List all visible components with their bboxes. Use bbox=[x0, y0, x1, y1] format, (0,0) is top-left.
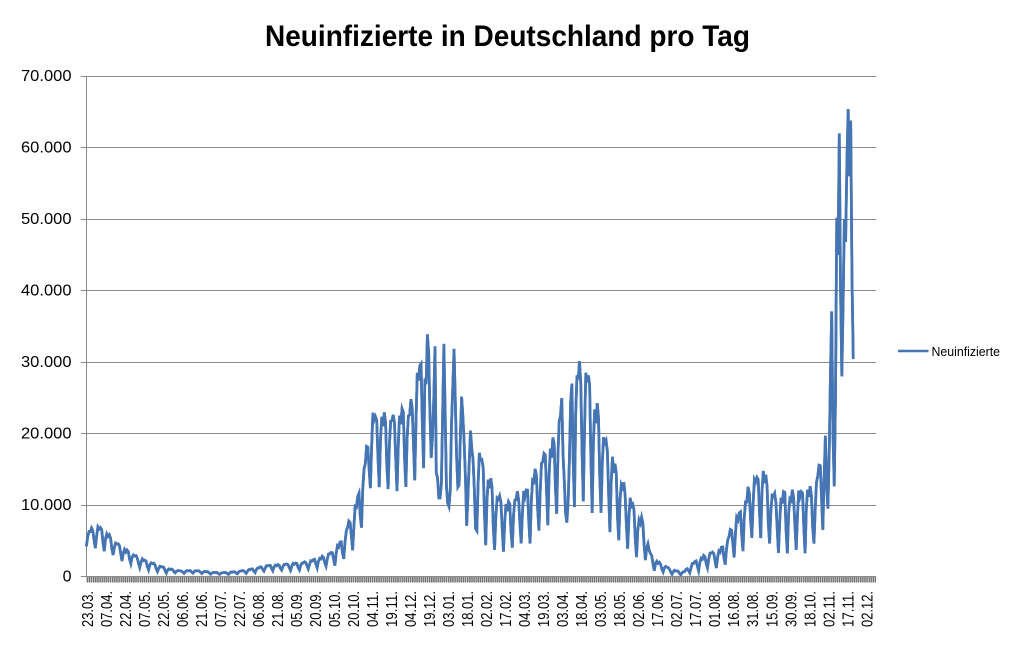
svg-text:02.02.: 02.02. bbox=[479, 591, 496, 627]
svg-text:04.12.: 04.12. bbox=[403, 591, 420, 627]
svg-text:20.000: 20.000 bbox=[21, 426, 72, 443]
svg-text:04.03.: 04.03. bbox=[517, 591, 534, 627]
svg-text:17.07.: 17.07. bbox=[688, 591, 705, 627]
svg-text:05.10.: 05.10. bbox=[327, 591, 344, 627]
svg-text:Neuinfizierte: Neuinfizierte bbox=[932, 345, 1001, 359]
svg-text:18.05.: 18.05. bbox=[612, 591, 629, 627]
svg-text:17.06.: 17.06. bbox=[650, 591, 667, 627]
svg-text:50.000: 50.000 bbox=[21, 211, 72, 228]
svg-text:30.000: 30.000 bbox=[21, 354, 72, 371]
svg-text:0: 0 bbox=[63, 568, 72, 585]
svg-text:15.09.: 15.09. bbox=[764, 591, 781, 627]
svg-text:Neuinfizierte in Deutschland p: Neuinfizierte in Deutschland pro Tag bbox=[265, 20, 750, 53]
svg-text:22.04.: 22.04. bbox=[118, 591, 135, 627]
svg-text:21.08.: 21.08. bbox=[270, 591, 287, 627]
svg-text:22.05.: 22.05. bbox=[156, 591, 173, 627]
svg-text:06.06.: 06.06. bbox=[175, 591, 192, 627]
svg-text:07.04.: 07.04. bbox=[99, 591, 116, 627]
svg-text:10.000: 10.000 bbox=[21, 497, 72, 514]
svg-text:18.04.: 18.04. bbox=[574, 591, 591, 627]
svg-text:17.11.: 17.11. bbox=[840, 591, 857, 627]
svg-text:03.01.: 03.01. bbox=[441, 591, 458, 627]
svg-text:31.08.: 31.08. bbox=[745, 591, 762, 627]
svg-text:17.02.: 17.02. bbox=[498, 591, 515, 627]
svg-text:01.08.: 01.08. bbox=[707, 591, 724, 627]
svg-text:60.000: 60.000 bbox=[21, 140, 72, 157]
svg-text:04.11.: 04.11. bbox=[365, 591, 382, 627]
svg-text:23.03.: 23.03. bbox=[80, 591, 97, 627]
svg-text:07.07.: 07.07. bbox=[213, 591, 230, 627]
svg-text:02.11.: 02.11. bbox=[821, 591, 838, 627]
svg-text:18.01.: 18.01. bbox=[460, 591, 477, 627]
svg-text:03.05.: 03.05. bbox=[593, 591, 610, 627]
svg-text:02.07.: 02.07. bbox=[669, 591, 686, 627]
svg-text:22.07.: 22.07. bbox=[232, 591, 249, 627]
svg-text:18.10.: 18.10. bbox=[802, 591, 819, 627]
svg-text:70.000: 70.000 bbox=[21, 68, 72, 85]
svg-text:21.06.: 21.06. bbox=[194, 591, 211, 627]
svg-text:20.09.: 20.09. bbox=[308, 591, 325, 627]
svg-text:02.06.: 02.06. bbox=[631, 591, 648, 627]
svg-text:06.08.: 06.08. bbox=[251, 591, 268, 627]
svg-text:19.11.: 19.11. bbox=[384, 591, 401, 627]
svg-text:20.10.: 20.10. bbox=[346, 591, 363, 627]
svg-text:05.09.: 05.09. bbox=[289, 591, 306, 627]
svg-text:40.000: 40.000 bbox=[21, 283, 72, 300]
svg-text:02.12.: 02.12. bbox=[859, 591, 876, 627]
svg-text:07.05.: 07.05. bbox=[137, 591, 154, 627]
svg-text:16.08.: 16.08. bbox=[726, 591, 743, 627]
svg-text:03.04.: 03.04. bbox=[555, 591, 572, 627]
svg-text:19.03.: 19.03. bbox=[536, 591, 553, 627]
svg-text:30.09.: 30.09. bbox=[783, 591, 800, 627]
svg-text:19.12.: 19.12. bbox=[422, 591, 439, 627]
